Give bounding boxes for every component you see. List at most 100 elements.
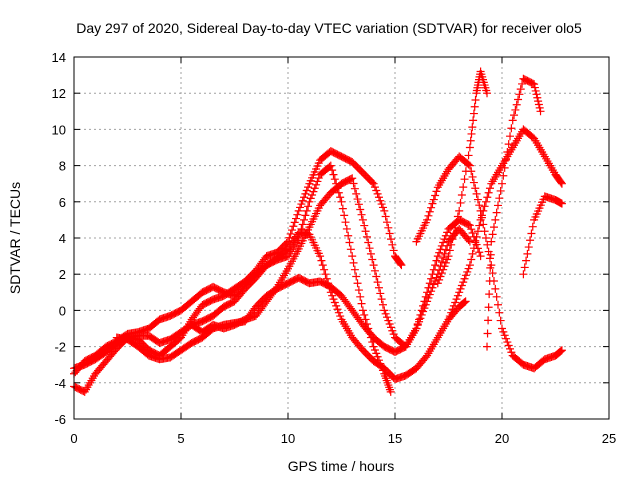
data-point <box>425 279 434 288</box>
plot-frame <box>73 56 610 420</box>
data-point <box>397 261 406 270</box>
data-point <box>358 306 367 315</box>
data-point <box>522 256 531 265</box>
data-point <box>284 244 292 253</box>
data-point <box>373 278 382 287</box>
x-tick-label: 20 <box>495 431 509 446</box>
y-axis-label: SDTVAR / TECUs <box>7 182 23 294</box>
data-point <box>312 180 321 189</box>
data-point <box>385 229 394 238</box>
data-point <box>493 300 502 309</box>
data-point <box>498 324 506 333</box>
data-point <box>486 263 495 272</box>
data-point <box>345 238 354 247</box>
data-point <box>485 276 494 285</box>
data-point <box>292 232 301 241</box>
data-point <box>369 261 378 270</box>
data-point <box>557 199 566 208</box>
data-point <box>376 289 385 298</box>
data-point <box>354 200 363 209</box>
data-point <box>316 252 325 261</box>
data-point <box>396 260 405 269</box>
data-point <box>321 270 330 279</box>
data-point <box>465 237 474 246</box>
data-point <box>495 194 504 203</box>
data-point <box>386 235 395 244</box>
y-tick-label: 0 <box>59 303 66 318</box>
data-point <box>290 218 299 227</box>
y-tick-label: 8 <box>59 159 66 174</box>
data-point <box>429 195 438 204</box>
data-point <box>437 241 446 250</box>
data-point <box>381 309 390 318</box>
data-point <box>464 160 473 169</box>
data-point <box>369 342 378 351</box>
data-point <box>298 196 307 205</box>
data-point <box>557 346 566 355</box>
data-point <box>455 288 464 297</box>
data-point <box>461 297 470 306</box>
data-point <box>424 211 433 220</box>
data-point <box>457 281 466 290</box>
data-point <box>515 90 524 99</box>
data-point <box>386 387 395 396</box>
x-tick-label: 15 <box>388 431 402 446</box>
data-point <box>516 85 525 94</box>
data-point <box>467 225 476 234</box>
data-point <box>459 278 468 287</box>
data-point <box>369 179 378 188</box>
data-point <box>421 292 430 301</box>
data-point <box>500 163 509 172</box>
data-point <box>512 100 521 109</box>
data-point <box>534 100 543 109</box>
x-tick-label: 0 <box>70 431 77 446</box>
data-point <box>286 229 295 238</box>
data-point <box>308 191 317 200</box>
data-point <box>484 188 493 197</box>
data-point <box>455 206 464 215</box>
data-point <box>427 203 436 212</box>
data-point <box>472 189 481 198</box>
data-point <box>412 324 421 333</box>
data-point <box>368 255 377 264</box>
data-point <box>302 186 311 195</box>
data-point <box>468 229 477 238</box>
data-point <box>445 312 454 321</box>
data-point <box>439 238 448 247</box>
data-point <box>368 178 377 187</box>
data-point <box>302 206 311 215</box>
data-point <box>384 316 393 325</box>
data-point <box>435 275 444 284</box>
data-point <box>374 193 383 202</box>
data-point <box>374 283 383 292</box>
data-point <box>286 240 295 249</box>
data-point <box>493 201 502 210</box>
data-point <box>310 184 319 193</box>
data-point <box>382 218 391 227</box>
data-point <box>532 90 541 99</box>
data-point <box>467 129 476 138</box>
series-arc-9 <box>483 74 545 351</box>
data-point <box>484 303 493 312</box>
data-point <box>437 269 446 278</box>
data-point <box>300 215 309 224</box>
data-point <box>330 175 339 184</box>
data-point <box>473 227 482 236</box>
x-tick-label: 25 <box>602 431 616 446</box>
data-point <box>353 279 362 288</box>
data-point <box>439 265 448 274</box>
data-point <box>336 193 345 202</box>
y-tick-label: -2 <box>54 340 66 355</box>
data-point <box>376 196 385 205</box>
data-point <box>473 195 482 204</box>
data-point <box>496 186 505 195</box>
y-tick-label: 12 <box>52 86 66 101</box>
data-point <box>530 83 539 92</box>
data-point <box>423 215 432 224</box>
data-point <box>444 252 453 261</box>
data-point <box>451 298 460 307</box>
data-point <box>528 222 537 231</box>
data-point <box>492 292 501 301</box>
data-point <box>388 240 397 249</box>
data-point <box>468 123 477 132</box>
